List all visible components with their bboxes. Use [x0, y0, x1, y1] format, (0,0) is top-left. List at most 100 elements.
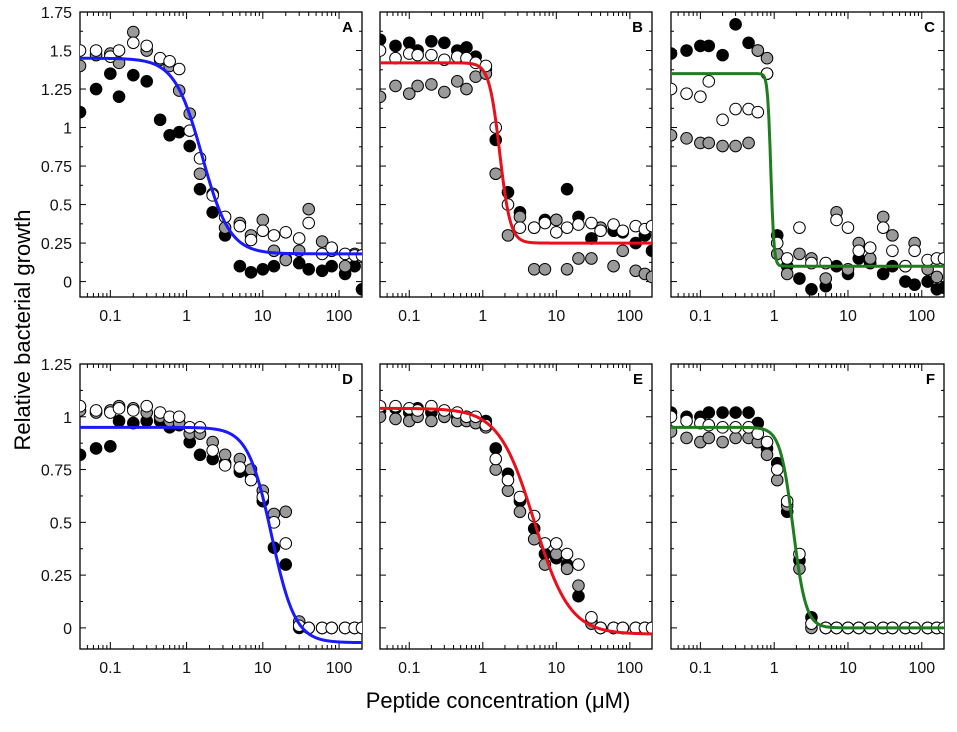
data-point-white [325, 241, 338, 255]
data-point-black [729, 406, 742, 419]
data-point-white [89, 404, 103, 417]
data-point-grey [489, 463, 503, 476]
data-point-grey [560, 262, 574, 276]
data-point-black [256, 262, 270, 276]
data-point-black [560, 182, 574, 196]
data-point-white [233, 219, 247, 233]
data-point-grey [513, 505, 527, 519]
data-point-white [793, 221, 806, 234]
data-point-grey [218, 448, 232, 462]
fit-curve [671, 425, 944, 630]
data-point-black [302, 262, 316, 276]
data-point-white [489, 452, 503, 466]
data-point-white [218, 459, 232, 472]
data-point-grey [572, 252, 585, 265]
data-point-white [279, 537, 293, 550]
data-point-black [742, 36, 755, 50]
panel-label: A [342, 19, 353, 36]
x-tick-label: 0.1 [398, 308, 420, 325]
panel-label: B [632, 19, 643, 36]
data-point-grey [760, 51, 774, 65]
panel-frame [79, 11, 363, 298]
data-point-white [680, 414, 693, 428]
data-point-grey [616, 244, 630, 258]
x-tick-label: 10 [839, 660, 857, 677]
data-point-grey [389, 412, 402, 426]
data-point-black [140, 75, 154, 88]
data-point-black [89, 442, 103, 455]
x-tick-label: 1 [478, 308, 487, 325]
data-point-grey [702, 431, 716, 445]
data-point-white [550, 225, 563, 239]
y-tick-label: 0.75 [41, 463, 72, 480]
data-point-grey [425, 414, 438, 428]
data-point-white [513, 221, 527, 234]
data-point-grey [607, 259, 620, 273]
data-point-grey [742, 136, 755, 150]
data-point-white [729, 102, 742, 116]
data-point-grey [560, 562, 574, 576]
fit-curve [80, 425, 362, 645]
data-point-white [572, 218, 585, 231]
data-point-grey [279, 253, 293, 267]
data-point-grey [930, 270, 944, 284]
data-point-white [560, 221, 574, 234]
data-point-white [140, 39, 154, 53]
data-point-grey [729, 139, 742, 153]
x-tick-label: 100 [617, 308, 644, 325]
fit-curve [380, 406, 652, 636]
data-point-grey [702, 136, 716, 150]
data-point-black [279, 558, 293, 571]
data-point-grey [302, 202, 316, 216]
data-point-grey [671, 128, 678, 142]
data-point-white [527, 221, 541, 234]
data-point-white [876, 221, 890, 234]
data-point-black [244, 266, 258, 279]
y-tick-label: 1.75 [41, 5, 72, 22]
data-point-black [645, 244, 652, 258]
data-point-black [172, 125, 186, 139]
data-point-white [751, 105, 765, 119]
data-point-black [80, 448, 87, 462]
x-tick-label: 0.1 [689, 308, 711, 325]
data-point-white [645, 621, 652, 635]
y-axis-label: Relative bacterial growth [10, 210, 35, 451]
fit-curve [380, 61, 652, 245]
data-point-white [830, 213, 843, 227]
data-point-white [645, 219, 652, 233]
data-point-white [380, 44, 387, 57]
data-point-grey [527, 262, 541, 276]
data-point-grey [450, 75, 464, 88]
data-point-white [355, 249, 362, 262]
data-point-grey [680, 431, 693, 445]
data-point-black [80, 105, 87, 119]
x-tick-label: 10 [547, 308, 565, 325]
data-point-black [460, 41, 473, 54]
data-point-white [112, 402, 126, 415]
data-points [671, 406, 944, 635]
data-point-black [325, 259, 338, 273]
x-tick-label: 1 [182, 308, 191, 325]
x-tick-label: 10 [839, 308, 857, 325]
data-point-grey [389, 79, 402, 93]
data-point-grey [380, 410, 387, 424]
data-point-grey [438, 85, 451, 99]
data-point-grey [760, 448, 774, 462]
data-points [80, 399, 362, 635]
x-tick-label: 1 [770, 660, 779, 677]
x-tick-label: 100 [617, 660, 644, 677]
data-point-white [325, 621, 338, 635]
data-point-white [863, 241, 877, 255]
data-point-grey [80, 59, 87, 73]
data-point-white [233, 461, 247, 474]
data-point-white [112, 44, 126, 57]
data-point-white [411, 48, 424, 62]
x-tick-label: 1 [770, 308, 779, 325]
fit-curve [80, 56, 362, 256]
data-point-white [694, 90, 707, 104]
panel-frame [670, 363, 945, 650]
data-point-grey [550, 547, 563, 561]
data-point-black [380, 33, 387, 47]
x-tick-label: 10 [254, 308, 272, 325]
